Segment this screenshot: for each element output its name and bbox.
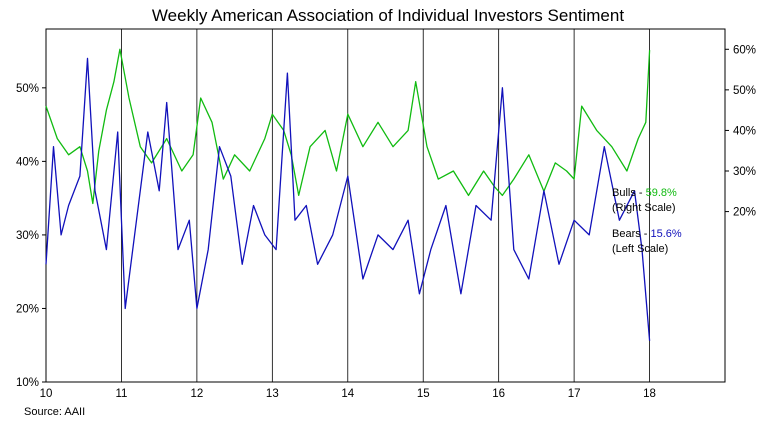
left-axis-label: 10%: [16, 377, 39, 389]
left-axis-label: 20%: [16, 303, 39, 315]
bears-annotation: Bears - 15.6% (Left Scale): [612, 228, 682, 255]
chart-title: Weekly American Association of Individua…: [152, 6, 624, 25]
x-tick-label: 10: [40, 388, 53, 400]
bulls-annotation: Bulls - 59.8% (Right Scale): [612, 187, 677, 214]
plot-frame: [45, 28, 726, 383]
bulls-line: [45, 48, 651, 205]
bears-annotation-prefix: Bears -: [612, 228, 651, 240]
left-axis-label: 50%: [16, 83, 39, 95]
right-axis-label: 60%: [733, 44, 756, 56]
x-tick-label: 12: [190, 388, 203, 400]
right-axis-label: 20%: [733, 207, 756, 219]
x-tick-label: 18: [643, 388, 656, 400]
bears-line: [45, 57, 651, 341]
x-tick-label: 15: [417, 388, 430, 400]
axes: 10 11 12 13 14 15 16 17 18 10% 20% 30% 40% 50% 20% 30% 4…: [16, 44, 756, 400]
x-tick-label: 17: [568, 388, 581, 400]
bulls-series: [45, 48, 651, 205]
x-tick-label: 16: [492, 388, 505, 400]
vertical-gridlines: [121, 29, 650, 382]
bears-annotation-value: 15.6%: [651, 228, 682, 240]
left-axis-label: 40%: [16, 156, 39, 168]
left-axis-label: 30%: [16, 230, 39, 242]
bears-annotation-line-1: Bears - 15.6%: [612, 228, 682, 240]
right-axis-label: 30%: [733, 166, 756, 178]
bears-series: [45, 57, 651, 341]
bulls-annotation-line-1: Bulls - 59.8%: [612, 187, 677, 199]
bears-annotation-scale: (Left Scale): [612, 243, 668, 255]
bulls-annotation-scale: (Right Scale): [612, 202, 676, 214]
right-axis-label: 50%: [733, 85, 756, 97]
right-axis-label: 40%: [733, 125, 756, 137]
x-tick-label: 11: [115, 388, 127, 400]
source-note: Source: AAII: [24, 406, 85, 418]
x-tick-label: 13: [266, 388, 279, 400]
x-tick-label: 14: [341, 388, 354, 400]
bulls-annotation-prefix: Bulls -: [612, 187, 646, 199]
bulls-annotation-value: 59.8%: [646, 187, 677, 199]
